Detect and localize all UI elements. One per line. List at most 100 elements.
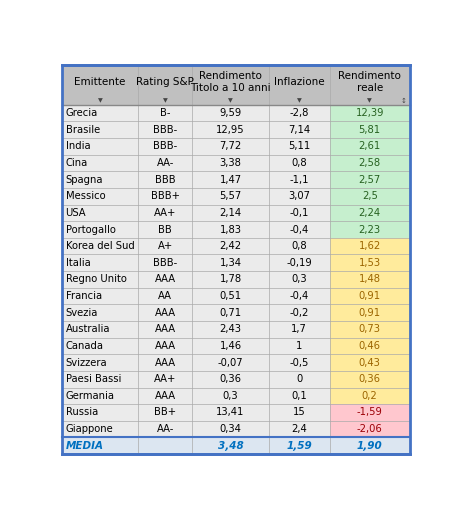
- Text: 0,8: 0,8: [291, 158, 307, 168]
- Text: Rendimento
Titolo a 10 anni: Rendimento Titolo a 10 anni: [190, 71, 270, 93]
- Text: A+: A+: [157, 241, 173, 251]
- Bar: [192, 321, 268, 338]
- Text: -0,4: -0,4: [289, 291, 308, 301]
- Text: AAA: AAA: [154, 358, 175, 368]
- Text: 7,72: 7,72: [219, 141, 241, 152]
- Bar: [192, 354, 268, 371]
- Bar: [329, 221, 409, 238]
- Bar: [268, 338, 329, 354]
- Bar: [268, 188, 329, 205]
- Text: AA+: AA+: [154, 208, 176, 218]
- Text: 2,43: 2,43: [219, 324, 241, 334]
- Text: 2,58: 2,58: [358, 158, 380, 168]
- Text: 0,51: 0,51: [219, 291, 241, 301]
- Bar: [329, 121, 409, 138]
- Bar: [138, 65, 192, 105]
- Bar: [138, 437, 192, 454]
- Bar: [62, 371, 138, 388]
- Text: BBB: BBB: [155, 175, 175, 185]
- Text: 3,07: 3,07: [288, 191, 309, 201]
- Text: BB+: BB+: [154, 408, 176, 417]
- Text: ▼: ▼: [97, 99, 102, 103]
- Bar: [329, 155, 409, 171]
- Text: 1,83: 1,83: [219, 225, 241, 234]
- Text: 3,38: 3,38: [219, 158, 241, 168]
- Bar: [192, 188, 268, 205]
- Bar: [62, 437, 138, 454]
- Bar: [268, 65, 329, 105]
- Text: 1,78: 1,78: [219, 274, 241, 284]
- Text: Francia: Francia: [66, 291, 101, 301]
- Text: B-: B-: [160, 108, 170, 118]
- Text: ↕: ↕: [400, 98, 406, 104]
- Bar: [138, 338, 192, 354]
- Text: Italia: Italia: [66, 258, 90, 268]
- Text: Rating S&P: Rating S&P: [136, 77, 194, 87]
- Text: AA+: AA+: [154, 374, 176, 384]
- Bar: [62, 188, 138, 205]
- Bar: [268, 371, 329, 388]
- Text: 0,3: 0,3: [291, 274, 307, 284]
- Text: 1,90: 1,90: [356, 441, 382, 451]
- Text: Korea del Sud: Korea del Sud: [66, 241, 134, 251]
- Text: Cina: Cina: [66, 158, 88, 168]
- Text: 0,73: 0,73: [358, 324, 380, 334]
- Bar: [268, 304, 329, 321]
- Text: 2,24: 2,24: [358, 208, 380, 218]
- Text: 3,48: 3,48: [217, 441, 243, 451]
- Text: 1: 1: [296, 341, 302, 351]
- Text: 0,43: 0,43: [358, 358, 380, 368]
- Text: -1,59: -1,59: [356, 408, 382, 417]
- Text: 5,11: 5,11: [287, 141, 310, 152]
- Text: 2,14: 2,14: [219, 208, 241, 218]
- Bar: [329, 65, 409, 105]
- Bar: [138, 271, 192, 288]
- Bar: [62, 271, 138, 288]
- Text: Svezia: Svezia: [66, 308, 98, 318]
- Bar: [329, 105, 409, 121]
- Bar: [138, 304, 192, 321]
- Bar: [329, 238, 409, 254]
- Bar: [329, 354, 409, 371]
- Text: 1,7: 1,7: [291, 324, 307, 334]
- Text: AAA: AAA: [154, 341, 175, 351]
- Text: 0: 0: [296, 374, 302, 384]
- Bar: [62, 404, 138, 421]
- Bar: [62, 254, 138, 271]
- Text: 1,46: 1,46: [219, 341, 241, 351]
- Bar: [268, 321, 329, 338]
- Bar: [192, 304, 268, 321]
- Bar: [192, 221, 268, 238]
- Bar: [138, 254, 192, 271]
- Text: 1,47: 1,47: [219, 175, 241, 185]
- Bar: [138, 121, 192, 138]
- Text: -0,2: -0,2: [289, 308, 308, 318]
- Text: -0,19: -0,19: [286, 258, 312, 268]
- Text: BBB-: BBB-: [153, 125, 177, 135]
- Text: 0,91: 0,91: [358, 291, 380, 301]
- Bar: [138, 321, 192, 338]
- Bar: [268, 121, 329, 138]
- Text: 0,2: 0,2: [361, 391, 377, 401]
- Text: Portogallo: Portogallo: [66, 225, 115, 234]
- Text: MEDIA: MEDIA: [66, 441, 103, 451]
- Bar: [62, 421, 138, 437]
- Text: ▼: ▼: [367, 99, 371, 103]
- Bar: [192, 437, 268, 454]
- Text: Messico: Messico: [66, 191, 105, 201]
- Bar: [329, 437, 409, 454]
- Bar: [192, 105, 268, 121]
- Bar: [268, 437, 329, 454]
- Bar: [329, 404, 409, 421]
- Bar: [62, 338, 138, 354]
- Text: Germania: Germania: [66, 391, 114, 401]
- Bar: [329, 171, 409, 188]
- Bar: [329, 371, 409, 388]
- Text: AA-: AA-: [156, 158, 174, 168]
- Bar: [62, 171, 138, 188]
- Text: Brasile: Brasile: [66, 125, 100, 135]
- Bar: [329, 388, 409, 404]
- Bar: [62, 304, 138, 321]
- Text: -2,8: -2,8: [289, 108, 308, 118]
- Bar: [329, 205, 409, 221]
